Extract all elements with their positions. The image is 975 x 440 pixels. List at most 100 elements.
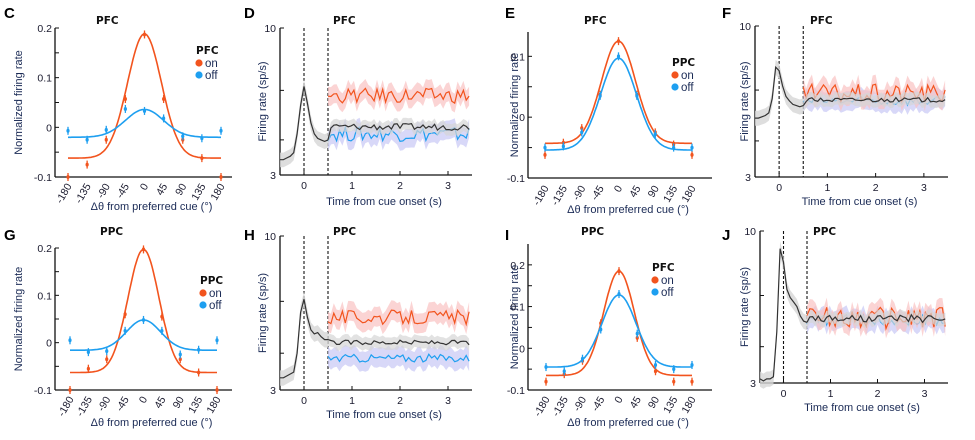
x-tick-label: 0 bbox=[612, 183, 625, 194]
data-point-off bbox=[690, 145, 694, 150]
data-point-off bbox=[85, 137, 89, 142]
legend-label-off: off bbox=[661, 287, 674, 299]
data-point-on bbox=[160, 314, 164, 319]
data-point-on bbox=[141, 247, 146, 252]
y-tick-label: 0.2 bbox=[37, 243, 52, 255]
data-point-on bbox=[580, 126, 584, 131]
data-point-on bbox=[653, 369, 658, 374]
data-point-off bbox=[141, 317, 146, 322]
data-point-off bbox=[616, 54, 621, 59]
x-tick-label: -135 bbox=[74, 394, 95, 418]
x-tick-label: -45 bbox=[589, 183, 607, 202]
panel-title: PFC bbox=[810, 15, 833, 27]
panel-h: H PPC Firing rate (sp/s) Time from cue onse… bbox=[244, 226, 472, 421]
data-point-off bbox=[672, 367, 676, 372]
data-point-off bbox=[86, 350, 90, 355]
off-trace bbox=[327, 353, 470, 363]
baseline-trace bbox=[806, 313, 946, 324]
x-tick-label: 0 bbox=[776, 182, 782, 194]
y-tick-label: -0.1 bbox=[34, 172, 52, 184]
x-tick-label: -180 bbox=[532, 394, 553, 418]
data-point-on bbox=[68, 388, 72, 392]
y-axis-label: Normalized firing rate bbox=[509, 53, 521, 158]
data-point-off bbox=[653, 362, 658, 367]
data-point-on bbox=[85, 162, 89, 167]
y-tick-label: 0.1 bbox=[510, 51, 525, 63]
data-point-on bbox=[105, 357, 109, 362]
panel-c: C PFC Normalized firing rate Δθ from prefer… bbox=[4, 5, 232, 213]
x-tick-label: 1 bbox=[349, 180, 355, 192]
data-point-off bbox=[178, 352, 182, 357]
data-point-on bbox=[123, 312, 127, 317]
baseline-trace bbox=[327, 123, 470, 141]
panel-title: PPC bbox=[581, 226, 604, 238]
legend-marker-off bbox=[671, 83, 679, 91]
on-trace bbox=[327, 86, 470, 105]
legend-label-off: off bbox=[205, 70, 218, 82]
baseline-trace bbox=[280, 299, 328, 379]
panel-letter: G bbox=[4, 227, 16, 244]
x-tick-label: -45 bbox=[114, 394, 132, 413]
y-tick-label: 3 bbox=[750, 378, 756, 390]
panel-title: PPC bbox=[100, 226, 123, 238]
x-tick-label: 90 bbox=[173, 181, 189, 197]
x-tick-label: 0 bbox=[138, 181, 151, 192]
legend-marker-on bbox=[671, 71, 679, 79]
x-tick-label: 45 bbox=[154, 181, 170, 197]
legend-marker-on bbox=[195, 59, 203, 67]
data-point-on bbox=[617, 269, 621, 274]
x-tick-label: 45 bbox=[152, 394, 168, 410]
data-point-off bbox=[580, 130, 584, 135]
y-tick-label: 0 bbox=[46, 122, 52, 134]
legend-title: PFC bbox=[196, 45, 219, 57]
data-point-off bbox=[690, 362, 694, 367]
x-tick-label: 45 bbox=[627, 183, 643, 199]
y-tick-label: 10 bbox=[264, 231, 276, 243]
data-point-off bbox=[104, 127, 108, 132]
x-tick-label: 2 bbox=[873, 182, 879, 194]
data-point-off bbox=[142, 108, 147, 113]
y-tick-label: 0 bbox=[46, 338, 52, 350]
y-tick-label: -0.1 bbox=[34, 385, 52, 397]
data-point-off bbox=[672, 145, 676, 150]
data-point-on bbox=[197, 370, 201, 375]
y-tick-label: -0.1 bbox=[507, 385, 525, 397]
x-axis-label: Δθ from preferred cue (°) bbox=[567, 417, 689, 429]
data-point-on bbox=[66, 175, 70, 179]
x-axis-label: Time from cue onset (s) bbox=[326, 409, 442, 421]
x-axis-label: Time from cue onset (s) bbox=[802, 196, 918, 208]
panel-title: PPC bbox=[813, 226, 836, 238]
data-point-on bbox=[215, 388, 219, 392]
baseline-trace bbox=[802, 96, 946, 106]
y-axis-label: Firing rate (sp/s) bbox=[739, 267, 751, 347]
y-tick-label: 0.1 bbox=[37, 290, 52, 302]
panel-title: PPC bbox=[333, 226, 356, 238]
fit-curve-off bbox=[546, 294, 692, 368]
data-point-on bbox=[616, 39, 621, 44]
data-point-on bbox=[200, 156, 204, 161]
legend-title: PFC bbox=[652, 262, 675, 274]
x-tick-label: 0 bbox=[301, 395, 307, 407]
data-point-off bbox=[215, 338, 219, 343]
x-axis-label: Δθ from preferred cue (°) bbox=[91, 417, 213, 429]
panel-letter: E bbox=[505, 5, 515, 22]
data-point-off bbox=[123, 106, 127, 111]
x-axis-label: Time from cue onset (s) bbox=[804, 402, 920, 414]
x-tick-label: 1 bbox=[824, 182, 830, 194]
x-tick-label: 3 bbox=[445, 180, 451, 192]
data-point-on bbox=[635, 335, 639, 340]
y-tick-label: -0.1 bbox=[507, 173, 525, 185]
legend-label-off: off bbox=[681, 82, 694, 94]
x-tick-label: -90 bbox=[571, 394, 589, 413]
x-tick-label: 0 bbox=[137, 394, 150, 405]
data-point-on bbox=[104, 137, 108, 142]
data-point-on bbox=[672, 379, 676, 384]
x-tick-label: -90 bbox=[95, 394, 113, 413]
data-point-on bbox=[690, 379, 694, 384]
x-tick-label: 0 bbox=[612, 394, 625, 405]
legend-label-off: off bbox=[209, 300, 222, 312]
